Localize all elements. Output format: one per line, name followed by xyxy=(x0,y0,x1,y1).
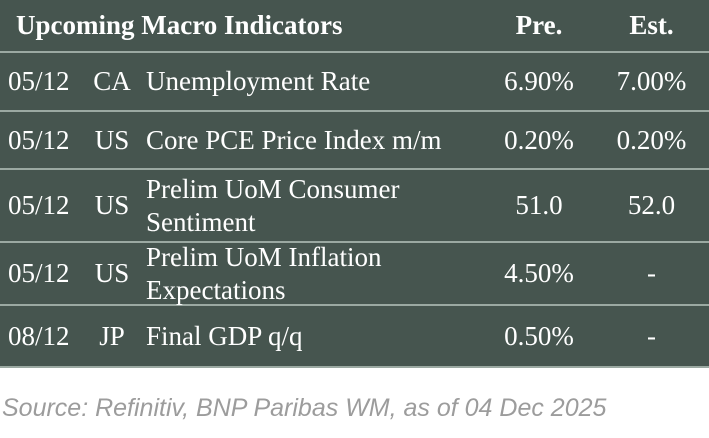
table-row: 05/12 US Prelim UoM Consumer Sentiment 5… xyxy=(0,168,709,241)
country-cell: US xyxy=(94,258,130,288)
date-cell: 05/12 xyxy=(8,190,70,220)
table-header-row: Upcoming Macro Indicators Pre. Est. xyxy=(0,0,709,51)
date-cell: 05/12 xyxy=(8,258,70,288)
source-attribution: Source: Refinitiv, BNP Paribas WM, as of… xyxy=(2,394,607,422)
pre-value-cell: 4.50% xyxy=(504,258,574,288)
table-title: Upcoming Macro Indicators xyxy=(16,10,343,40)
date-cell: 08/12 xyxy=(8,320,70,351)
est-value-cell: 52.0 xyxy=(627,190,676,220)
country-cell: JP xyxy=(99,320,125,351)
est-value-cell: - xyxy=(647,320,656,351)
table-row: 05/12 US Prelim UoM Inflation Expectatio… xyxy=(0,241,709,305)
est-value-cell: - xyxy=(647,258,656,288)
table-row: 05/12 US Core PCE Price Index m/m 0.20% … xyxy=(0,110,709,168)
indicator-cell: Core PCE Price Index m/m xyxy=(146,124,442,155)
column-header-pre: Pre. xyxy=(515,10,563,40)
date-cell: 05/12 xyxy=(8,66,70,96)
indicator-cell: Final GDP q/q xyxy=(146,320,303,351)
column-header-est: Est. xyxy=(629,10,674,40)
pre-value-cell: 0.20% xyxy=(504,124,574,155)
indicator-cell: Prelim UoM Consumer Sentiment xyxy=(146,174,400,237)
country-cell: US xyxy=(94,124,130,155)
country-cell: CA xyxy=(93,66,131,96)
est-value-cell: 0.20% xyxy=(616,124,687,155)
table-row: 05/12 CA Unemployment Rate 6.90% 7.00% xyxy=(0,51,709,110)
pre-value-cell: 6.90% xyxy=(504,66,574,96)
pre-value-cell: 0.50% xyxy=(504,320,574,351)
pre-value-cell: 51.0 xyxy=(515,190,563,220)
table-row: 08/12 JP Final GDP q/q 0.50% - xyxy=(0,304,709,366)
est-value-cell: 7.00% xyxy=(616,66,687,96)
indicator-cell: Unemployment Rate xyxy=(146,66,371,97)
country-cell: US xyxy=(94,190,130,220)
macro-indicators-table: Upcoming Macro Indicators Pre. Est. 05/1… xyxy=(0,0,709,368)
indicator-cell: Prelim UoM Inflation Expectations xyxy=(146,242,382,305)
date-cell: 05/12 xyxy=(8,124,70,155)
